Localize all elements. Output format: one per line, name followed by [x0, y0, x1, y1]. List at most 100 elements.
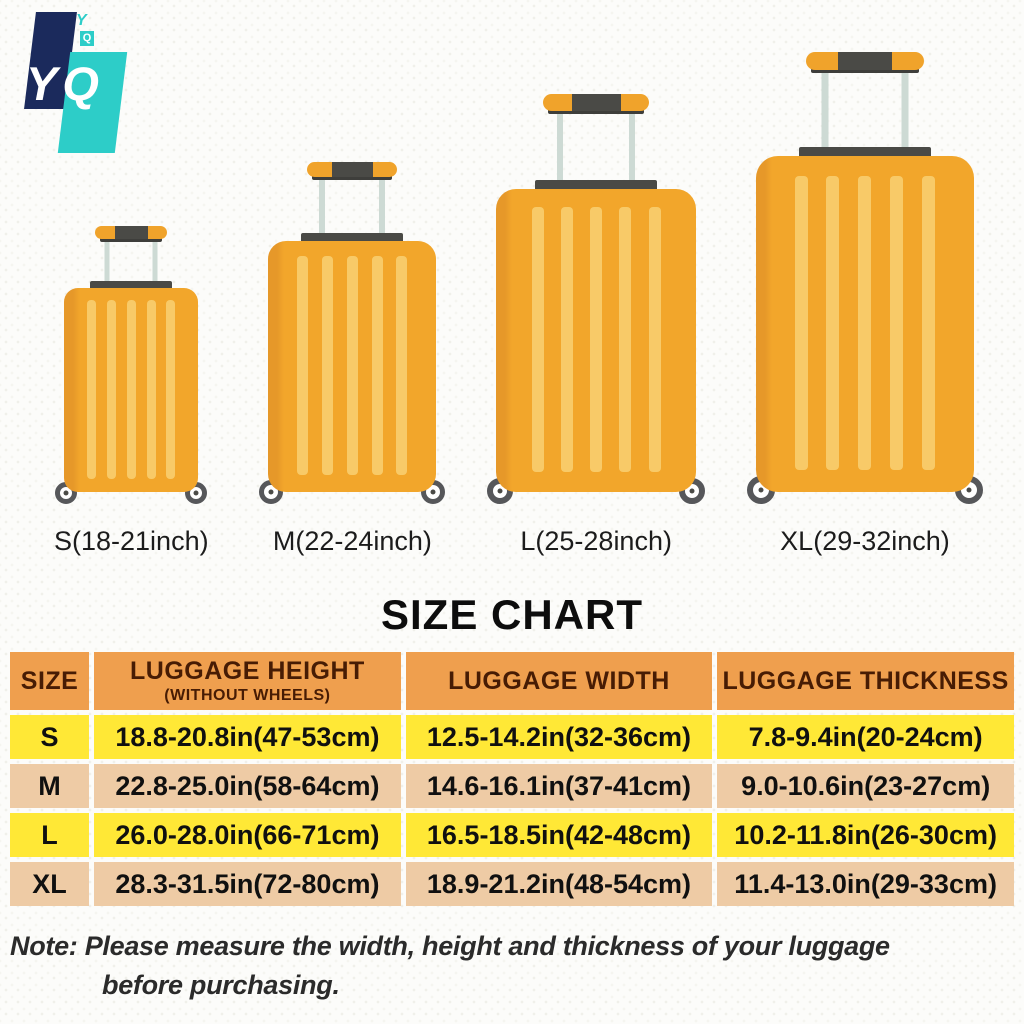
suitcase-handle-grip [331, 162, 374, 177]
case-stripe [297, 256, 309, 476]
size-chart-title: SIZE CHART [381, 591, 643, 638]
table-header-row: SIZE LUGGAGE HEIGHT (WITHOUT WHEELS) LUG… [10, 652, 1014, 710]
case-stripe [794, 175, 808, 471]
case-stripe [146, 300, 156, 479]
suitcase-pole-right [152, 240, 158, 290]
suitcase-pole-right [379, 178, 386, 243]
header-height-label: LUGGAGE HEIGHT [130, 657, 365, 685]
cell-size: M [10, 764, 90, 808]
suitcase-body [755, 156, 974, 492]
suitcase-pole-right [901, 71, 909, 158]
header-height: LUGGAGE HEIGHT (WITHOUT WHEELS) [94, 652, 401, 710]
table-row-xl: XL 28.3-31.5in(72-80cm) 18.9-21.2in(48-5… [10, 862, 1014, 906]
luggage-group-l: L(25-28inch) [487, 94, 706, 557]
suitcase-pole-left [319, 178, 326, 243]
case-stripe [826, 175, 840, 471]
case-stripe [166, 300, 176, 479]
suitcase-handle-grip [114, 226, 148, 239]
table-row-m: M 22.8-25.0in(58-64cm) 14.6-16.1in(37-41… [10, 764, 1014, 808]
suitcase-handle-base [312, 175, 393, 180]
brand-logo: YQ Y Q [0, 0, 150, 175]
suitcase-xl-illustration [746, 52, 983, 504]
cell-thickness: 7.8-9.4in(20-24cm) [717, 715, 1014, 759]
case-stripe [346, 256, 358, 476]
suitcase-pole-left [557, 112, 564, 191]
measure-note: Note: Please measure the width, height a… [10, 927, 1014, 1005]
suitcase-handle-grip [571, 94, 621, 111]
cell-size: L [10, 813, 90, 857]
case-stripe [126, 300, 136, 479]
suitcase-handle-bar [95, 226, 168, 239]
suitcase-pole-left [821, 71, 829, 158]
cell-width: 18.9-21.2in(48-54cm) [405, 862, 713, 906]
cell-height: 26.0-28.0in(66-71cm) [94, 813, 401, 857]
logo-small-q: Q [80, 31, 94, 46]
size-chart-table-wrap: SIZE LUGGAGE HEIGHT (WITHOUT WHEELS) LUG… [5, 647, 1019, 911]
case-stripe [922, 175, 936, 471]
header-thickness-label: LUGGAGE THICKNESS [722, 666, 1009, 695]
logo-small-y: Y [76, 12, 87, 29]
case-stripe [531, 207, 544, 472]
header-width-label: LUGGAGE WIDTH [448, 666, 670, 695]
header-thickness: LUGGAGE THICKNESS [717, 652, 1014, 710]
header-size: SIZE [10, 652, 90, 710]
header-size-label: SIZE [20, 666, 79, 695]
cell-thickness: 10.2-11.8in(26-30cm) [717, 813, 1014, 857]
cell-thickness: 11.4-13.0in(29-33cm) [717, 862, 1014, 906]
suitcase-pole-right [629, 112, 636, 191]
cell-height: 28.3-31.5in(72-80cm) [94, 862, 401, 906]
suitcase-top-strip [798, 147, 931, 156]
size-label-s: S(18-21inch) [54, 526, 209, 556]
suitcase-handle-base [548, 109, 645, 114]
suitcase-handle-bar [543, 94, 650, 111]
suitcase-s-illustration [55, 226, 208, 504]
case-stripe [648, 207, 661, 472]
cell-width: 12.5-14.2in(32-36cm) [405, 715, 713, 759]
suitcase-pole-left [104, 240, 110, 290]
suitcase-m-illustration [259, 162, 446, 504]
header-height-sublabel: (WITHOUT WHEELS) [164, 687, 331, 704]
note-line-1: Note: Please measure the width, height a… [10, 931, 890, 961]
case-stripe [590, 207, 603, 472]
case-stripe [560, 207, 573, 472]
suitcase-handle-grip [837, 52, 893, 70]
suitcase-top-strip [535, 180, 658, 189]
case-stripe [396, 256, 408, 476]
cell-size: S [10, 715, 90, 759]
luggage-group-m: M(22-24inch) [259, 162, 446, 557]
note-line-2: before purchasing. [102, 970, 340, 1001]
logo-text: YQ [26, 57, 104, 110]
size-chart-table: SIZE LUGGAGE HEIGHT (WITHOUT WHEELS) LUG… [5, 647, 1019, 911]
case-stripe [858, 175, 872, 471]
suitcase-handle-base [810, 68, 919, 73]
suitcase-handle-bar [307, 162, 398, 177]
table-row-s: S 18.8-20.8in(47-53cm) 12.5-14.2in(32-36… [10, 715, 1014, 759]
suitcase-body [496, 189, 697, 492]
case-stripe [371, 256, 383, 476]
suitcase-l-illustration [487, 94, 706, 504]
suitcase-handle-bar [805, 52, 924, 70]
suitcase-body [268, 241, 437, 492]
table-row-l: L 26.0-28.0in(66-71cm) 16.5-18.5in(42-48… [10, 813, 1014, 857]
size-label-l: L(25-28inch) [520, 526, 672, 556]
case-stripe [890, 175, 904, 471]
case-stripe [619, 207, 632, 472]
luggage-group-xl: XL(29-32inch) [746, 52, 983, 557]
suitcase-top-strip [301, 233, 404, 241]
cell-size: XL [10, 862, 90, 906]
case-stripe [87, 300, 97, 479]
cell-height: 22.8-25.0in(58-64cm) [94, 764, 401, 808]
cell-height: 18.8-20.8in(47-53cm) [94, 715, 401, 759]
luggage-group-s: S(18-21inch) [54, 226, 209, 557]
case-stripe [106, 300, 116, 479]
suitcase-handle-base [100, 237, 163, 242]
header-width: LUGGAGE WIDTH [405, 652, 713, 710]
cell-width: 16.5-18.5in(42-48cm) [405, 813, 713, 857]
suitcase-body [64, 288, 199, 492]
case-stripe [322, 256, 334, 476]
size-label-m: M(22-24inch) [272, 526, 432, 556]
luggage-illustration-row: S(18-21inch) M(22-24inch) [0, 0, 1024, 557]
suitcase-top-strip [90, 281, 173, 288]
cell-thickness: 9.0-10.6in(23-27cm) [717, 764, 1014, 808]
cell-width: 14.6-16.1in(37-41cm) [405, 764, 713, 808]
